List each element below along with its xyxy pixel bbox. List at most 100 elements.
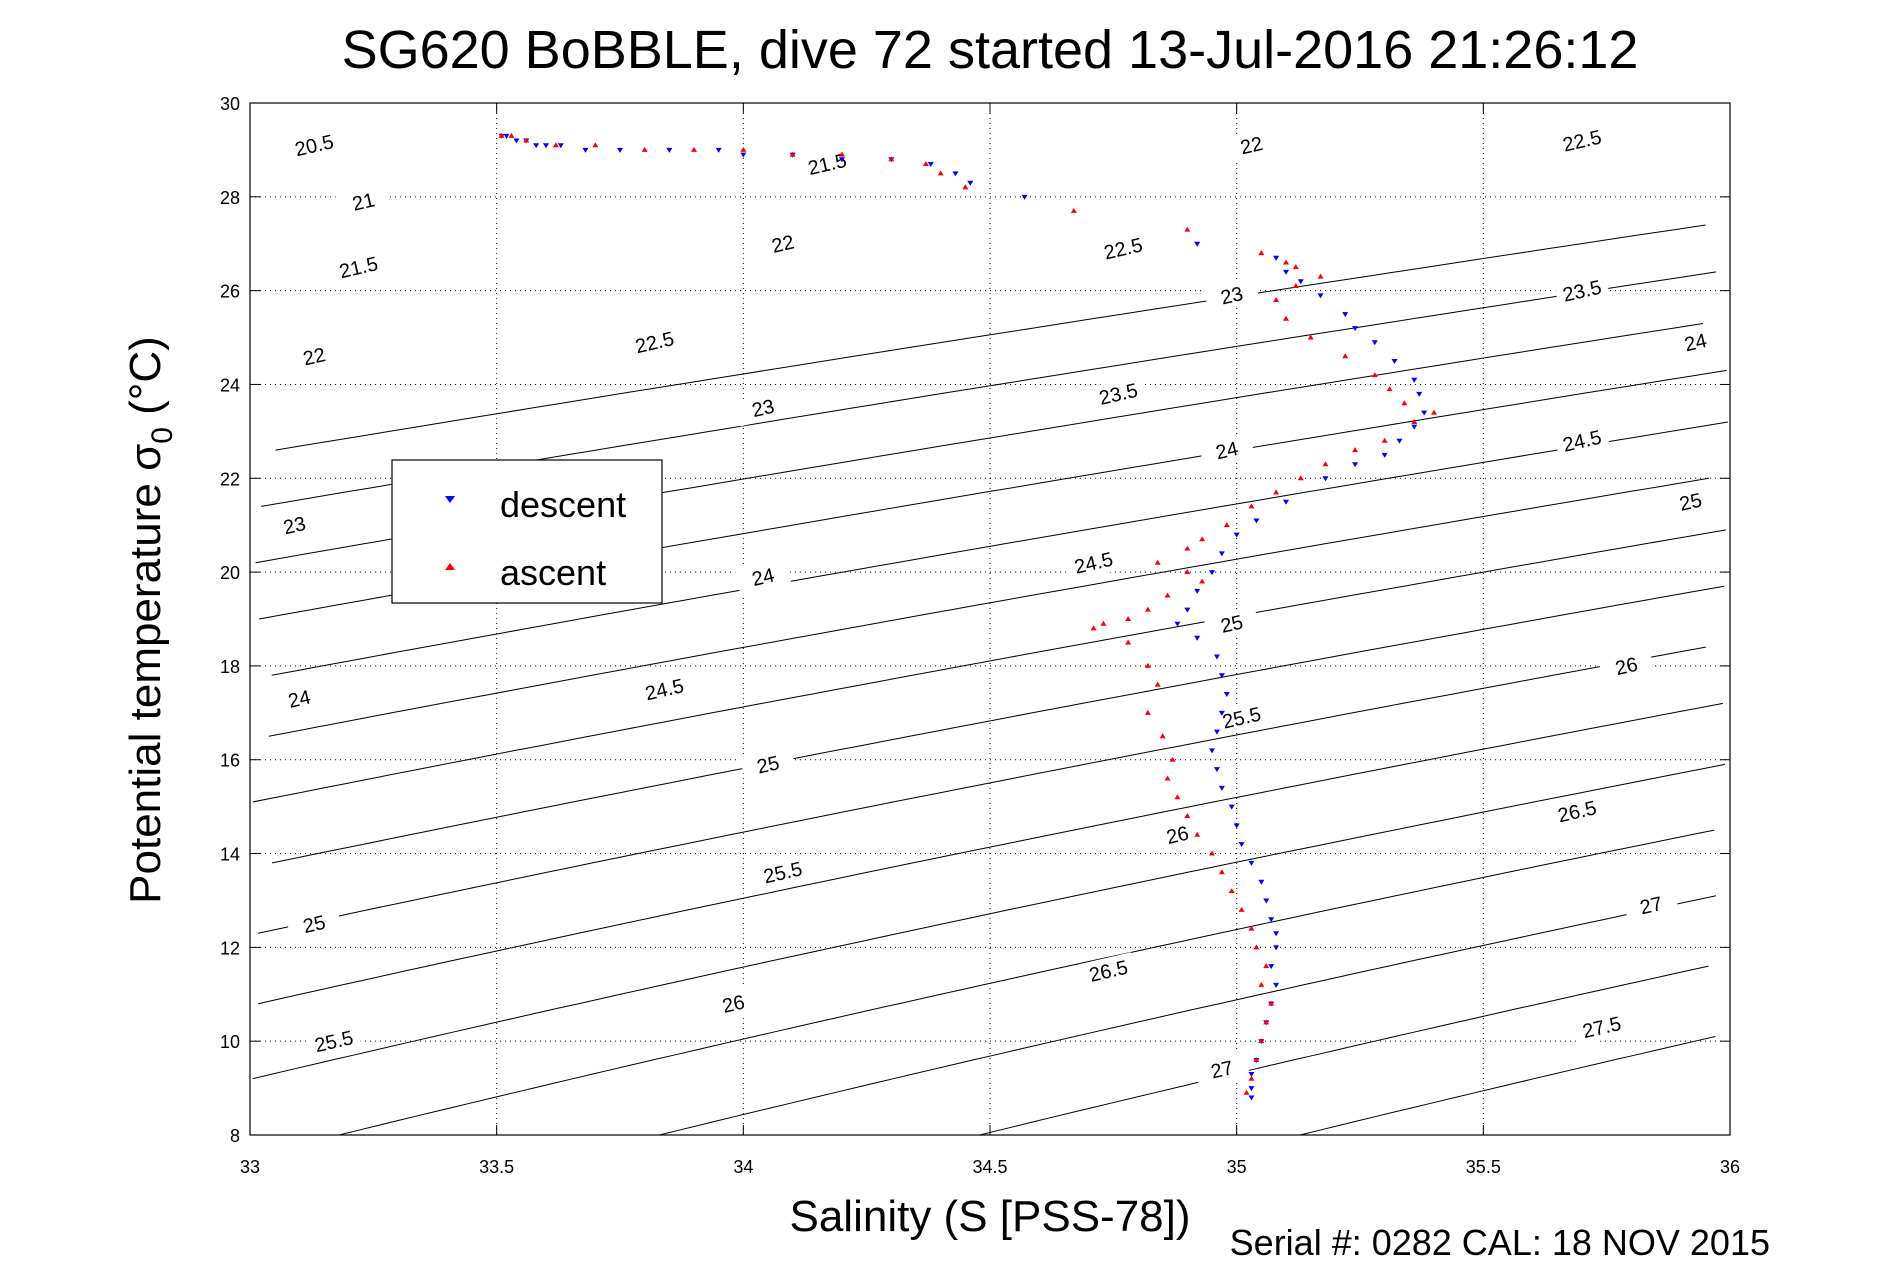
descent-point (967, 180, 974, 186)
x-tick-label: 33 (240, 1157, 260, 1177)
contour-line (338, 829, 1715, 1136)
ascent-point (1258, 250, 1265, 256)
ascent-point (1184, 813, 1191, 819)
ascent-point (498, 132, 505, 138)
descent-point (1213, 767, 1220, 773)
ascent-point (1292, 264, 1299, 270)
ascent-point (1263, 1019, 1270, 1025)
descent-point (513, 138, 520, 144)
ascent-point (1184, 569, 1191, 575)
descent-point (1248, 1072, 1255, 1078)
contour-label-bg (285, 337, 343, 375)
ascent-point (1297, 475, 1304, 481)
contour-label: 24 (286, 686, 313, 712)
ascent-point (1154, 681, 1161, 687)
descent-point (1218, 673, 1225, 679)
y-tick-label: 22 (220, 469, 240, 489)
ascent-point (1248, 925, 1255, 931)
contour-label-bg (626, 323, 683, 361)
ascent-point (1223, 522, 1230, 528)
contour-line (258, 702, 1723, 1005)
descent-point (1268, 964, 1275, 970)
descent-point (1218, 551, 1225, 557)
contour-label-bg (754, 853, 812, 891)
x-tick-label: 34 (733, 1157, 753, 1177)
descent-point (715, 147, 722, 153)
ascent-point (1184, 226, 1191, 232)
descent-point (1273, 255, 1280, 261)
contour-line (268, 477, 1709, 737)
ascent-point (740, 146, 747, 152)
descent-point (1209, 748, 1215, 754)
contour-label-bg (1548, 792, 1606, 830)
descent-point (1253, 518, 1260, 524)
y-tick-label: 20 (220, 563, 240, 583)
contour-line (271, 421, 1728, 676)
descent-point (1317, 293, 1324, 299)
contour-line (1299, 1036, 1716, 1136)
descent-point (1396, 438, 1403, 444)
ascent-point (508, 132, 515, 138)
contour-label: 24 (1214, 438, 1241, 464)
ascent-point (1352, 447, 1359, 453)
ascent-point (1248, 1075, 1255, 1081)
descent-point (1228, 804, 1235, 810)
descent-point (1194, 635, 1201, 641)
y-tick-label: 30 (220, 94, 240, 114)
contour-label-bg (1573, 1008, 1630, 1046)
y-tick-label: 12 (220, 938, 240, 958)
y-axis-label-unit: (°C) (121, 336, 170, 427)
y-tick-label: 26 (220, 282, 240, 302)
descent-point (666, 147, 673, 153)
contour-label-bg (1598, 647, 1655, 685)
ascent-point (1263, 963, 1270, 969)
contour-label-bg (1553, 122, 1611, 160)
descent-point (927, 161, 934, 167)
ascent-point (1070, 207, 1077, 213)
descent-point (952, 171, 959, 177)
y-tick-label: 8 (230, 1126, 240, 1146)
descent-point (1194, 588, 1201, 594)
ascent-point (641, 146, 648, 152)
x-tick-label: 35 (1227, 1157, 1247, 1177)
ascent-point (1381, 437, 1388, 443)
ascent-point (1125, 616, 1132, 621)
ascent-point (1342, 353, 1349, 359)
contour-label: 27 (1209, 1057, 1236, 1083)
ascent-point (1273, 297, 1280, 303)
y-axis-label-subscript: 0 (146, 427, 179, 444)
contour-label: 21 (350, 189, 377, 215)
x-axis-label: Salinity (S [PSS-78]) (789, 1192, 1190, 1241)
descent-point (1322, 476, 1329, 482)
ascent-point (1194, 831, 1201, 837)
legend: descent ascent (391, 459, 663, 604)
contour-label: 27 (1638, 893, 1665, 919)
ascent-point (1371, 372, 1378, 378)
contour-label-bg (1149, 816, 1206, 854)
axis-ticks: 33 33.5 34 34.5 35 35.5 36 8 10 12 14 16 18 20 22 24 26 2… (220, 94, 1740, 1177)
legend-label-ascent: ascent (500, 552, 606, 593)
contour-line (979, 965, 1709, 1136)
ascent-point (1199, 536, 1206, 542)
contour-label-bg (1553, 272, 1611, 310)
contour-label-bg (1553, 422, 1611, 460)
contour-label: 25 (1219, 611, 1246, 637)
contour-label-bg (1213, 698, 1270, 737)
contour-line (257, 646, 1706, 934)
descent-point (617, 147, 623, 153)
ascent-point (1164, 775, 1171, 781)
descent-point (1352, 326, 1359, 332)
descent-point (740, 152, 747, 158)
contour-label-bg (1193, 1050, 1251, 1088)
contour-label-bg (1080, 952, 1137, 990)
descent-point (557, 143, 564, 149)
contour-label-bg (1223, 126, 1280, 164)
contour-label: 25 (1677, 489, 1704, 515)
descent-point (1411, 424, 1418, 430)
contour-label-bg (739, 745, 797, 783)
contour-label-bg (1203, 605, 1260, 643)
legend-marker-ascent (445, 563, 455, 570)
descent-point (1381, 452, 1388, 458)
contour-label-bg (335, 182, 392, 221)
